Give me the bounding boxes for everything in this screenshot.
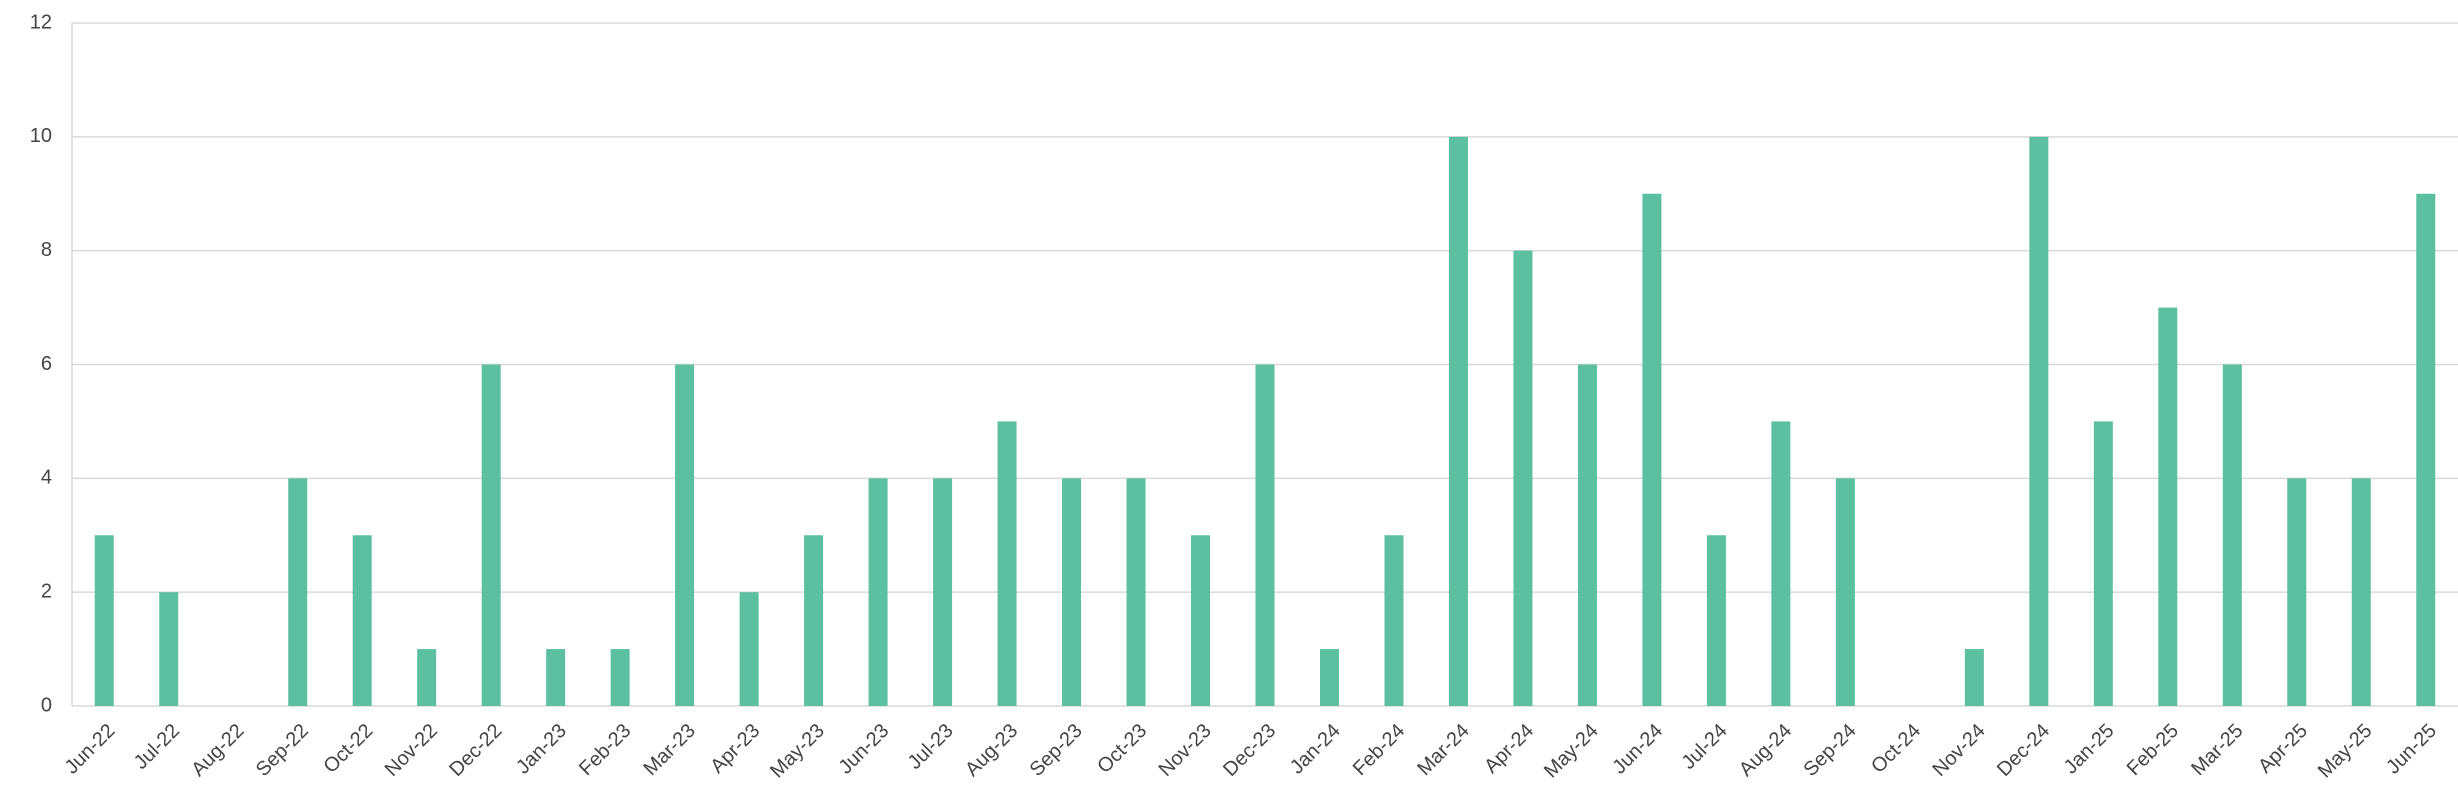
bar [2416,193,2436,706]
y-tick-label: 10 [30,125,52,147]
bar [2093,421,2113,706]
bar [1255,364,1275,706]
x-tick-label: Jun-24 [1608,720,1667,779]
bar [1964,649,1984,706]
x-tick-label: Apr-23 [706,720,764,778]
bar [1448,136,1468,707]
x-tick-label: Jan-24 [1286,720,1345,779]
x-tick-label: May-25 [2314,720,2377,783]
bar [2222,364,2242,706]
x-tick-label: Feb-24 [1349,720,1409,780]
x-tick-label: Jul-23 [904,720,958,774]
bar [933,478,953,706]
bar [94,535,114,706]
bar [1642,193,1662,706]
x-tick-label: Jun-25 [2382,720,2441,779]
x-tick-label: Sep-23 [1026,720,1087,781]
x-tick-label: Dec-24 [1993,720,2054,781]
bar [1835,478,1855,706]
x-tick-label: Feb-25 [2123,720,2183,780]
bar [1384,535,1404,706]
y-tick-label: 6 [41,353,52,375]
x-tick-label: Oct-22 [319,720,377,778]
x-tick-label: Apr-24 [1480,720,1538,778]
bar [1126,478,1146,706]
y-tick-label: 0 [41,694,52,716]
bar [2158,307,2178,706]
x-tick-label: Jul-22 [130,720,184,774]
bar [868,478,888,706]
x-tick-label: Mar-25 [2187,720,2247,780]
x-tick-label: Aug-23 [961,720,1022,781]
y-tick-label: 12 [30,11,52,33]
x-tick-label: Jun-22 [61,720,120,779]
x-tick-label: Dec-22 [445,720,506,781]
x-tick-label: Jan-25 [2060,720,2119,779]
x-tick-label: Oct-23 [1093,720,1151,778]
bar [1191,535,1211,706]
bar [997,421,1017,706]
x-tick-label: Jan-23 [512,720,571,779]
x-tick-label: Aug-24 [1735,720,1796,781]
bar [546,649,566,706]
bar [675,364,695,706]
x-tick-label: Nov-23 [1155,720,1216,781]
bar [804,535,824,706]
y-tick-label: 2 [41,580,52,602]
x-tick-label: Oct-24 [1867,720,1925,778]
x-tick-label: May-23 [766,720,829,783]
bar [288,478,308,706]
bar [2029,136,2049,707]
bar [1771,421,1791,706]
bar [2287,478,2307,706]
bar [481,364,501,706]
x-tick-label: Feb-23 [575,720,635,780]
x-tick-label: Jul-24 [1678,720,1732,774]
y-tick-label: 8 [41,239,52,261]
x-tick-label: May-24 [1540,720,1603,783]
x-tick-label: Aug-22 [187,720,248,781]
x-tick-label: Mar-24 [1413,720,1473,780]
x-tick-label: Jun-23 [835,720,894,779]
bar [159,592,179,706]
x-tick-label: Mar-23 [640,720,700,780]
x-tick-label: Nov-24 [1928,720,1989,781]
bar [352,535,372,706]
x-tick-label: Nov-22 [381,720,442,781]
bar [1319,649,1339,706]
y-tick-label: 4 [41,467,52,489]
x-tick-label: Dec-23 [1219,720,1280,781]
x-tick-label: Sep-24 [1799,720,1860,781]
bar [1513,250,1533,706]
bar [610,649,630,706]
bar [1706,535,1726,706]
bar [2351,478,2371,706]
bar [1062,478,1082,706]
bar [739,592,759,706]
x-tick-label: Apr-25 [2254,720,2312,778]
x-tick-label: Sep-22 [252,720,313,781]
bar [417,649,437,706]
bar [1577,364,1597,706]
